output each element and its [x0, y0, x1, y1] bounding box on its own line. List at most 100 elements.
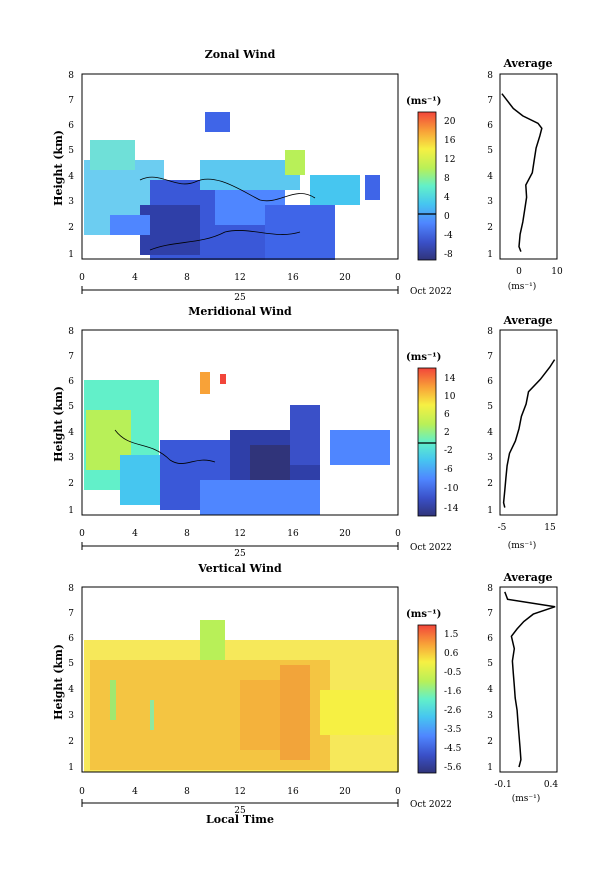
svg-text:10: 10 — [551, 267, 563, 277]
svg-text:8: 8 — [487, 584, 493, 594]
average-line — [502, 359, 556, 508]
svg-text:1.5: 1.5 — [444, 630, 459, 640]
svg-text:8: 8 — [444, 174, 450, 184]
svg-text:2: 2 — [487, 479, 493, 489]
date-day: 25 — [234, 293, 246, 303]
svg-text:16: 16 — [287, 787, 299, 797]
svg-text:-10: -10 — [444, 484, 459, 494]
colorbar-unit: (ms⁻¹) — [406, 96, 441, 107]
svg-text:7: 7 — [68, 96, 74, 106]
svg-text:12: 12 — [234, 529, 245, 539]
svg-text:1: 1 — [487, 506, 493, 516]
svg-text:15: 15 — [544, 523, 556, 533]
svg-text:2: 2 — [444, 428, 450, 438]
heatmap-field — [84, 112, 380, 260]
svg-text:7: 7 — [68, 609, 74, 619]
svg-text:8: 8 — [68, 584, 74, 594]
svg-text:20: 20 — [339, 529, 351, 539]
svg-text:(ms⁻¹): (ms⁻¹) — [406, 609, 441, 620]
svg-text:1: 1 — [68, 250, 74, 260]
svg-text:2: 2 — [68, 737, 74, 747]
svg-text:1: 1 — [68, 506, 74, 516]
svg-text:16: 16 — [287, 529, 299, 539]
svg-text:20: 20 — [339, 787, 351, 797]
svg-text:Oct 2022: Oct 2022 — [410, 800, 452, 810]
svg-text:3: 3 — [487, 711, 493, 721]
svg-text:-14: -14 — [444, 504, 459, 514]
svg-text:4: 4 — [487, 685, 493, 695]
svg-text:-2.6: -2.6 — [444, 706, 462, 716]
svg-text:6: 6 — [487, 377, 493, 387]
average-profile: Average 1 2 3 4 5 6 7 8 -0.1 0.4 (ms⁻¹) — [487, 571, 558, 804]
x-axis-label: Local Time — [206, 813, 274, 826]
svg-text:6: 6 — [68, 634, 74, 644]
date-month: Oct 2022 — [410, 287, 452, 297]
average-line — [501, 93, 543, 252]
x-ticks: 0 4 8 12 16 20 0 — [79, 529, 401, 539]
svg-text:-4.5: -4.5 — [444, 744, 462, 754]
average-profile: Average 1 2 3 4 5 6 7 8 0 10 (ms⁻¹) — [487, 57, 563, 292]
svg-text:0: 0 — [444, 212, 450, 222]
y-axis-label: Height (km) — [52, 644, 65, 720]
svg-text:8: 8 — [68, 327, 74, 337]
svg-text:-3.5: -3.5 — [444, 725, 462, 735]
svg-text:0.4: 0.4 — [544, 780, 559, 790]
date-axis: 25 Oct 2022 — [81, 286, 452, 303]
colorbar: (ms⁻¹) 20 16 12 8 4 0 -4 -8 — [406, 96, 456, 261]
svg-text:20: 20 — [444, 117, 456, 127]
panel-title: Vertical Wind — [197, 562, 282, 575]
svg-text:4: 4 — [132, 787, 138, 797]
svg-text:6: 6 — [487, 634, 493, 644]
plot-frame — [81, 586, 399, 773]
svg-text:3: 3 — [68, 453, 74, 463]
svg-text:6: 6 — [68, 121, 74, 131]
svg-text:0: 0 — [395, 787, 401, 797]
svg-text:14: 14 — [444, 374, 456, 384]
svg-text:7: 7 — [487, 352, 493, 362]
svg-text:6: 6 — [444, 410, 450, 420]
svg-text:16: 16 — [287, 273, 299, 283]
plot-frame — [81, 73, 399, 260]
svg-text:1: 1 — [487, 763, 493, 773]
svg-text:8: 8 — [184, 273, 190, 283]
svg-text:7: 7 — [68, 352, 74, 362]
colorbar: (ms⁻¹) 1.5 0.6 -0.5 -1.6 -2.6 -3.5 -4.5 … — [406, 609, 462, 774]
svg-text:5: 5 — [68, 146, 74, 156]
svg-text:10: 10 — [444, 392, 456, 402]
svg-text:12: 12 — [234, 273, 245, 283]
svg-text:2: 2 — [68, 479, 74, 489]
colorbar: (ms⁻¹) 14 10 6 2 -2 -6 -10 -14 — [406, 352, 459, 517]
y-ticks: 1 2 3 4 5 6 7 8 — [68, 584, 74, 773]
svg-text:25: 25 — [234, 549, 246, 559]
svg-text:-2: -2 — [444, 446, 453, 456]
panel-zonal-wind: Zonal Wind Height (km) 1 2 3 4 5 6 7 — [52, 48, 563, 303]
svg-text:6: 6 — [68, 377, 74, 387]
panel-vertical-wind: Vertical Wind Height (km) 1 2 3 4 5 6 7 … — [52, 562, 558, 826]
svg-text:2: 2 — [487, 737, 493, 747]
x-ticks: 0 4 8 12 16 20 0 — [79, 273, 401, 283]
svg-text:4: 4 — [444, 193, 450, 203]
svg-text:-1.6: -1.6 — [444, 687, 462, 697]
svg-text:5: 5 — [487, 402, 493, 412]
svg-text:12: 12 — [444, 155, 455, 165]
svg-text:4: 4 — [68, 685, 74, 695]
svg-text:2: 2 — [68, 223, 74, 233]
svg-text:0.6: 0.6 — [444, 649, 459, 659]
svg-text:-5.6: -5.6 — [444, 763, 462, 773]
svg-text:Average: Average — [502, 571, 552, 584]
svg-text:3: 3 — [487, 197, 493, 207]
svg-text:8: 8 — [68, 71, 74, 81]
svg-text:-8: -8 — [444, 250, 453, 260]
svg-text:(ms⁻¹): (ms⁻¹) — [406, 352, 441, 363]
svg-text:4: 4 — [68, 428, 74, 438]
svg-text:8: 8 — [184, 787, 190, 797]
svg-text:8: 8 — [487, 327, 493, 337]
svg-text:Average: Average — [502, 314, 552, 327]
svg-text:(ms⁻¹): (ms⁻¹) — [508, 281, 537, 292]
svg-text:-0.5: -0.5 — [444, 668, 462, 678]
svg-text:25: 25 — [234, 806, 246, 816]
y-axis-label: Height (km) — [52, 386, 65, 462]
svg-text:0: 0 — [395, 529, 401, 539]
panel-meridional-wind: Meridional Wind Height (km) 1 2 3 4 5 6 … — [52, 305, 558, 559]
